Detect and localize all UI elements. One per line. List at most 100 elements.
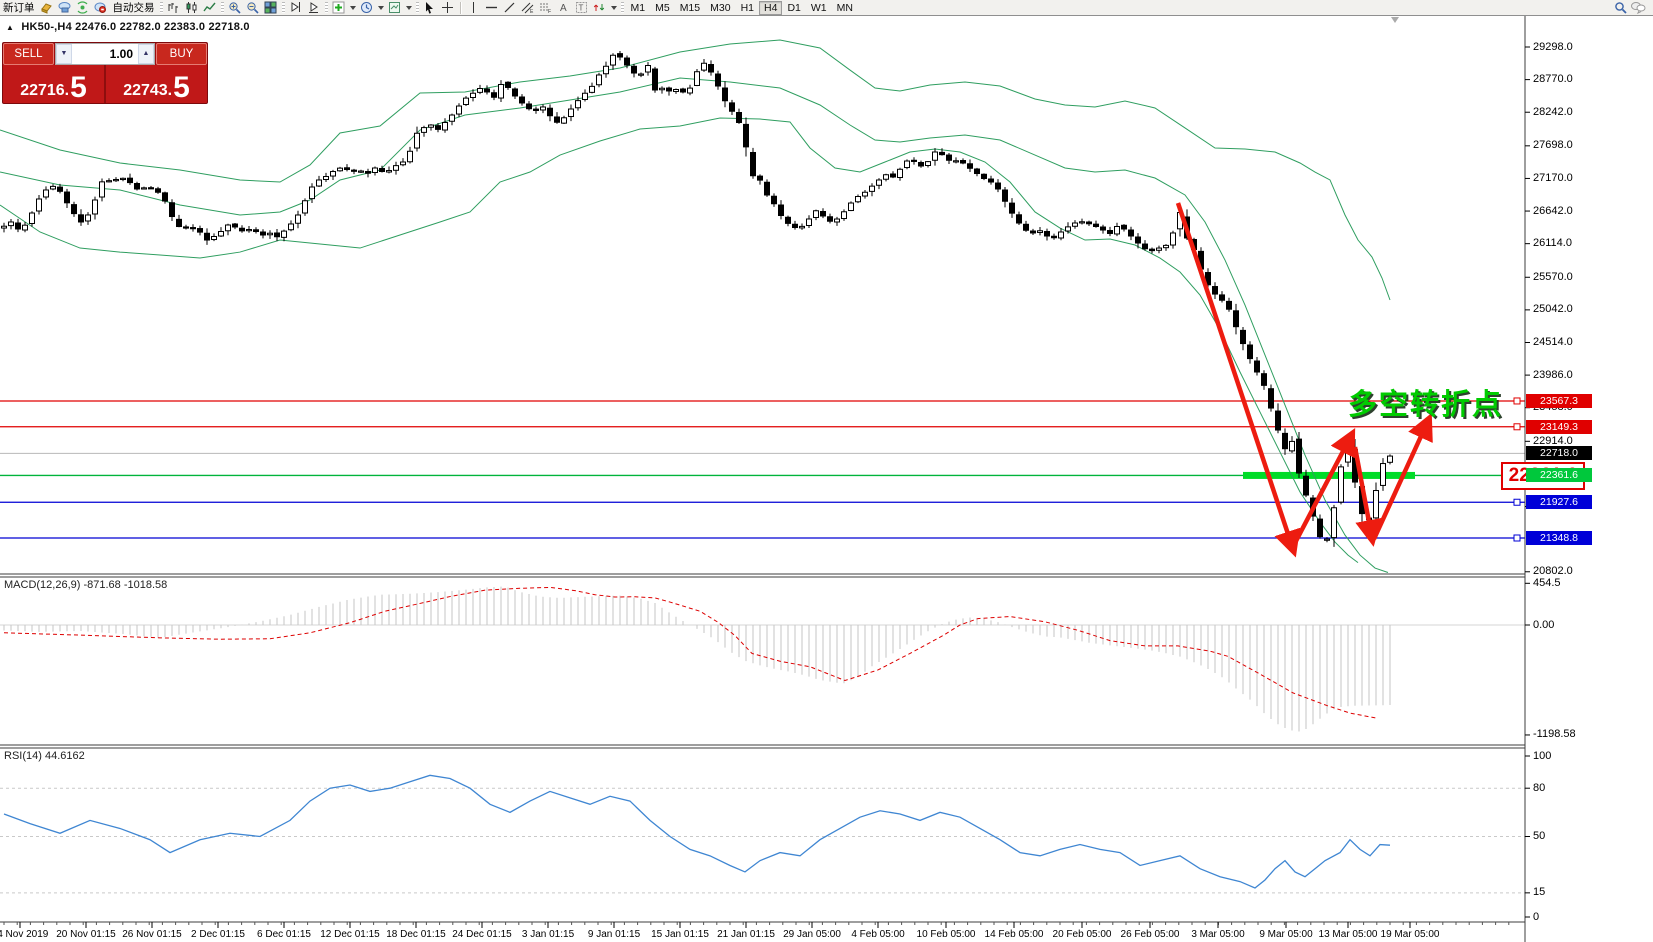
candle-body [99,181,105,198]
candle-body [645,65,651,73]
candle-body [918,162,924,167]
candle-body [897,168,903,179]
candle-body [470,92,476,98]
timeframe-h1-button[interactable]: H1 [736,1,759,15]
buy-button[interactable]: BUY [156,43,207,65]
fibonacci-icon[interactable]: F [537,0,555,15]
timeframe-h4-button[interactable]: H4 [759,0,783,15]
candle-body [400,161,406,166]
shift-end-icon[interactable] [287,0,305,15]
auto-scroll-icon[interactable] [305,0,323,15]
text-label-icon[interactable]: T [573,0,591,15]
svg-text:F: F [548,9,551,14]
candle-body [358,170,364,173]
time-axis: 14 Nov 2019 20 Nov 01:15 26 Nov 01:15 2 Dec… [0,929,1653,942]
collapse-arrow-icon[interactable]: ▲ [6,23,15,32]
candle-body [1086,221,1092,225]
line-handle[interactable] [1513,534,1521,542]
candle-body [1275,410,1281,431]
trend-arrow[interactable] [1294,428,1356,543]
macd-signal-line [3,586,1379,719]
time-axis-label: 14 Feb 05:00 [984,929,1044,940]
vline-icon[interactable] [465,0,483,15]
rsi-axis-label: 100 [1533,749,1552,762]
periods-dropdown-icon[interactable] [377,5,384,10]
zoom-in-icon[interactable] [226,0,244,15]
line-handle[interactable] [1513,423,1521,431]
templates-dropdown-icon[interactable] [405,5,412,10]
time-axis-label: 10 Feb 05:00 [916,929,976,940]
zoom-out-icon[interactable] [244,0,262,15]
autotrade-icon[interactable] [92,0,110,15]
candle-body [127,177,133,184]
trend-arrow[interactable] [1175,202,1301,558]
crosshair-icon[interactable] [439,0,457,15]
indicators-dropdown-icon[interactable] [349,5,356,10]
bar-chart-icon[interactable] [165,0,183,15]
search-icon[interactable] [1611,0,1629,15]
arrows-icon[interactable] [591,0,609,15]
timeframe-m15-button[interactable]: M15 [675,1,705,15]
arrows-dropdown-icon[interactable] [610,5,617,10]
toolbar-grip [620,2,624,13]
volume-down-button[interactable]: ▼ [56,44,72,64]
candle-body [337,167,343,172]
candle-body [1240,329,1246,345]
candle-body [764,181,770,196]
signal-icon[interactable] [74,0,92,15]
candle-body [841,211,847,220]
hline-icon[interactable] [483,0,501,15]
publisher-icon[interactable] [56,0,74,15]
timeframe-m5-button[interactable]: M5 [650,1,675,15]
text-icon[interactable]: A [555,0,573,15]
auto-trading-button[interactable]: 自动交易 [110,0,158,15]
candle-body [778,204,784,217]
volume-spinner[interactable]: ▼ 1.00 ▲ [55,43,155,65]
new-order-icon[interactable] [38,0,56,15]
candle-body [267,232,273,236]
timeframe-m1-button[interactable]: M1 [626,1,651,15]
candle-body [967,163,973,169]
sell-price[interactable]: 22716. 5 [20,71,87,104]
trendline-icon[interactable] [501,0,519,15]
trend-arrow[interactable] [1371,412,1433,540]
time-axis-label: 13 Mar 05:00 [1318,929,1378,940]
timeframe-m30-button[interactable]: M30 [705,1,735,15]
cursor-icon[interactable] [421,0,439,15]
chart-shift-marker[interactable] [1391,17,1399,23]
templates-icon[interactable] [386,0,404,15]
candle-body [1016,214,1022,224]
sell-button[interactable]: SELL [3,43,54,65]
line-chart-icon[interactable] [201,0,219,15]
trend-arrow[interactable] [1352,446,1382,547]
buy-price[interactable]: 22743. 5 [123,71,190,104]
close-value: 22718.0 [208,21,250,33]
macd-label: MACD(12,26,9) -871.68 -1018.58 [4,579,168,591]
periods-icon[interactable] [358,0,376,15]
one-click-trade-panel: SELL ▼ 1.00 ▲ BUY 22716. 5 22743. 5 [2,42,208,104]
candle-body [71,204,77,215]
volume-value[interactable]: 1.00 [109,47,133,61]
candle-body [939,151,945,156]
candle-body [750,151,756,177]
line-handle[interactable] [1513,397,1521,405]
timeframe-mn-button[interactable]: MN [832,1,858,15]
candle-body [1023,223,1029,231]
price-axis-label: 20802.0 [1533,565,1573,578]
line-handle[interactable] [1513,498,1521,506]
price-badge: 23567.3 [1526,393,1592,408]
tile-windows-icon[interactable] [262,0,280,15]
new-order-button[interactable]: 新订单 [0,0,38,15]
volume-up-button[interactable]: ▲ [138,44,154,64]
timeframe-w1-button[interactable]: W1 [806,1,832,15]
timeframe-d1-button[interactable]: D1 [782,1,805,15]
candle-body [1212,286,1218,295]
indicators-icon[interactable] [330,0,348,15]
candle-body [323,176,329,180]
candle-body [120,177,126,181]
candle-body [869,185,875,192]
channel-icon[interactable]: E [519,0,537,15]
chat-icon[interactable] [1629,0,1647,15]
candlestick-icon[interactable] [183,0,201,15]
